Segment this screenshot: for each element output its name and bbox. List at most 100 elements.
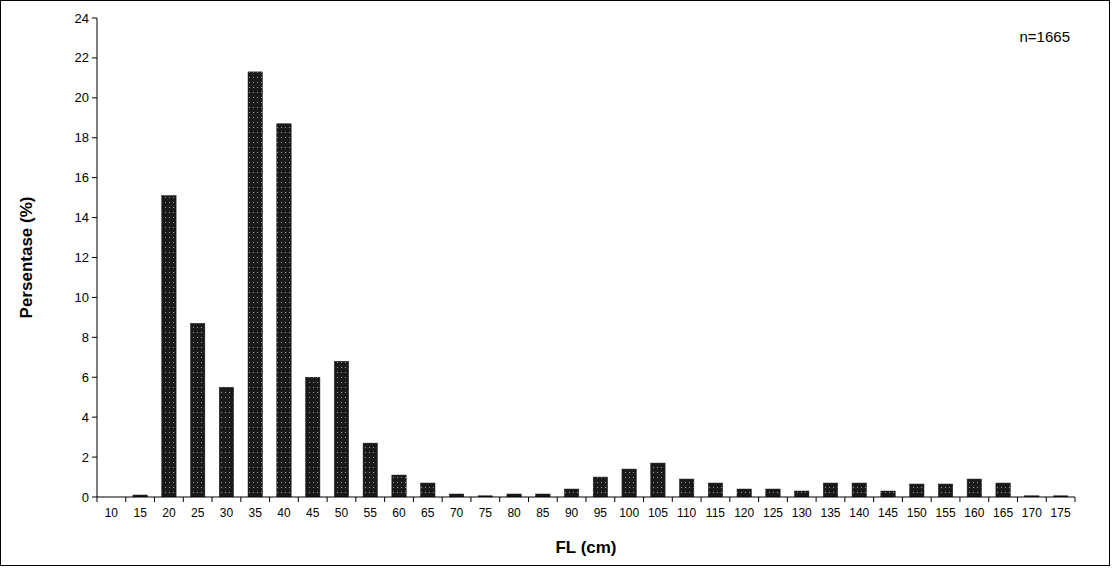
bar xyxy=(679,479,693,497)
chart: 0246810121416182022241015202530354045505… xyxy=(0,0,1113,569)
x-tick xyxy=(701,497,702,502)
bar xyxy=(708,483,722,497)
x-axis-title: FL (cm) xyxy=(555,538,616,557)
x-tick-label: 30 xyxy=(220,506,234,520)
x-tick xyxy=(729,497,730,502)
bar xyxy=(421,483,435,497)
x-tick-label: 110 xyxy=(677,506,696,520)
x-tick xyxy=(959,497,960,502)
y-tick xyxy=(92,457,97,458)
y-tick-label: 18 xyxy=(75,130,89,145)
y-tick xyxy=(92,297,97,298)
x-tick xyxy=(355,497,356,502)
x-tick xyxy=(183,497,184,502)
x-tick-label: 100 xyxy=(619,506,639,520)
x-tick xyxy=(154,497,155,502)
x-tick xyxy=(1046,497,1047,502)
x-tick-label: 120 xyxy=(734,506,754,520)
y-axis-title: Persentase (%) xyxy=(17,197,36,319)
x-tick-label: 75 xyxy=(479,506,493,520)
x-tick-label: 165 xyxy=(993,506,1013,520)
x-tick-label: 70 xyxy=(450,506,464,520)
y-tick xyxy=(92,18,97,19)
bar xyxy=(852,483,866,497)
y-tick xyxy=(92,497,97,498)
y-tick xyxy=(92,417,97,418)
x-tick xyxy=(212,497,213,502)
y-tick xyxy=(92,257,97,258)
y-tick xyxy=(92,137,97,138)
y-tick xyxy=(92,57,97,58)
x-tick-label: 10 xyxy=(105,506,119,520)
y-tick-label: 14 xyxy=(75,210,89,225)
x-tick xyxy=(643,497,644,502)
bar xyxy=(823,483,837,497)
y-tick-label: 0 xyxy=(82,490,89,505)
y-tick xyxy=(92,337,97,338)
bar xyxy=(277,124,291,497)
x-tick xyxy=(298,497,299,502)
x-tick xyxy=(931,497,932,502)
y-tick-label: 12 xyxy=(75,250,89,265)
x-tick xyxy=(787,497,788,502)
x-tick-label: 15 xyxy=(133,506,147,520)
bar xyxy=(622,469,636,497)
y-tick-label: 20 xyxy=(75,90,89,105)
x-tick xyxy=(384,497,385,502)
bar xyxy=(881,491,895,497)
y-tick-label: 10 xyxy=(75,290,89,305)
bar xyxy=(967,479,981,497)
x-tick-label: 90 xyxy=(565,506,579,520)
y-tick-label: 24 xyxy=(75,11,89,26)
x-tick-label: 170 xyxy=(1022,506,1042,520)
bar xyxy=(996,483,1010,497)
x-tick xyxy=(499,497,500,502)
x-tick xyxy=(240,497,241,502)
x-tick xyxy=(528,497,529,502)
annotation: n=1665 xyxy=(1020,28,1070,45)
x-tick xyxy=(442,497,443,502)
x-tick xyxy=(873,497,874,502)
bar xyxy=(363,443,377,497)
x-tick-label: 55 xyxy=(364,506,378,520)
x-tick xyxy=(557,497,558,502)
bar xyxy=(737,489,751,497)
x-tick-label: 135 xyxy=(820,506,840,520)
bar xyxy=(766,489,780,497)
x-tick xyxy=(586,497,587,502)
bar xyxy=(162,196,176,497)
y-tick-label: 16 xyxy=(75,170,89,185)
bar xyxy=(334,361,348,497)
y-tick xyxy=(92,177,97,178)
bar xyxy=(910,484,924,497)
x-tick-label: 140 xyxy=(849,506,869,520)
bars xyxy=(133,72,1068,497)
y-tick-label: 2 xyxy=(82,450,89,465)
x-tick xyxy=(844,497,845,502)
x-tick-label: 145 xyxy=(878,506,898,520)
bar xyxy=(248,72,262,497)
y-tick-label: 8 xyxy=(82,330,89,345)
x-tick-label: 40 xyxy=(277,506,291,520)
x-tick-label: 20 xyxy=(162,506,176,520)
bar xyxy=(190,323,204,497)
x-tick-label: 155 xyxy=(936,506,956,520)
bar xyxy=(306,377,320,497)
bar xyxy=(938,484,952,497)
x-tick xyxy=(327,497,328,502)
bar xyxy=(564,489,578,497)
x-tick-label: 95 xyxy=(594,506,608,520)
y-tick-label: 6 xyxy=(82,370,89,385)
x-tick-label: 125 xyxy=(763,506,783,520)
x-tick xyxy=(672,497,673,502)
x-tick-label: 45 xyxy=(306,506,320,520)
x-tick xyxy=(1017,497,1018,502)
x-tick xyxy=(269,497,270,502)
bar xyxy=(795,491,809,497)
x-tick-label: 150 xyxy=(907,506,927,520)
x-tick-label: 160 xyxy=(964,506,984,520)
x-tick-label: 175 xyxy=(1051,506,1071,520)
x-tick-label: 25 xyxy=(191,506,205,520)
x-tick xyxy=(470,497,471,502)
x-tick-label: 60 xyxy=(392,506,406,520)
